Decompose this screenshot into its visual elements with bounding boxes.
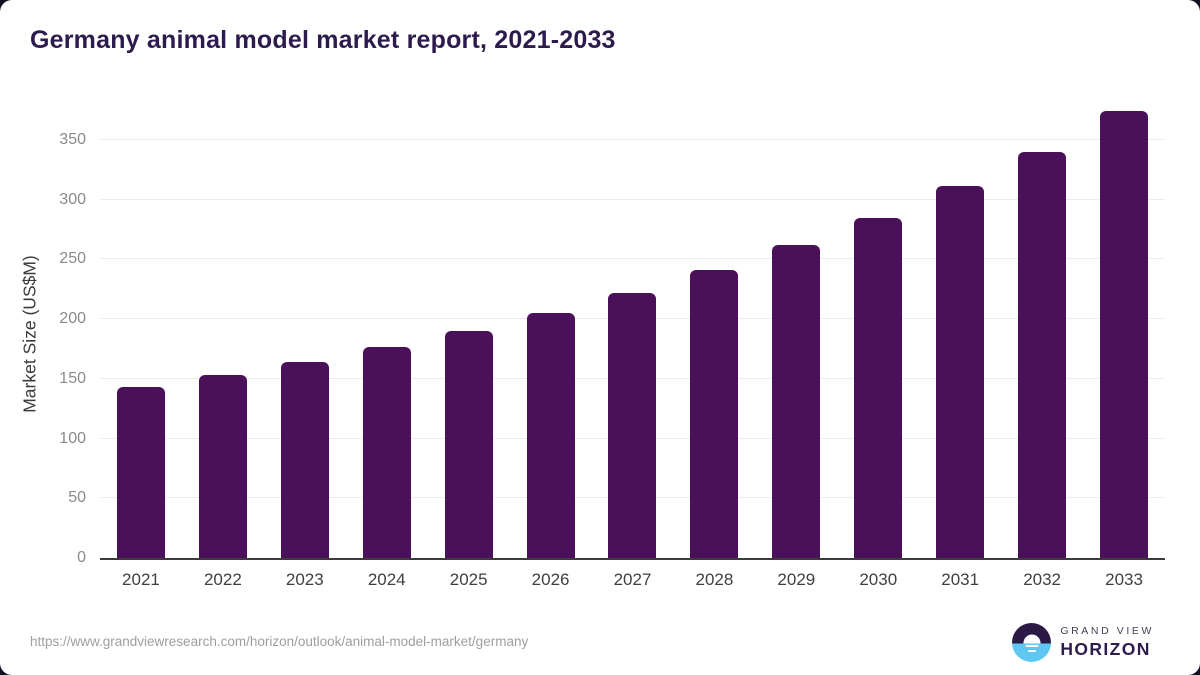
x-tick-label-2024: 2024	[367, 570, 406, 589]
logo-product-name: HORIZON	[1060, 638, 1151, 659]
x-tick-label-2029: 2029	[777, 570, 816, 589]
bar-slot-2026	[510, 110, 592, 558]
y-tick-label-350: 350	[59, 130, 86, 148]
bar-2029[interactable]	[772, 245, 821, 558]
bar-slot-2029	[755, 110, 837, 558]
bar-2033[interactable]	[1100, 111, 1149, 558]
bar-slot-2027	[592, 110, 674, 558]
bar-2030[interactable]	[854, 217, 903, 558]
gridline-250	[100, 258, 1165, 260]
bar-slot-2023	[264, 110, 346, 558]
x-tick-label-2031: 2031	[941, 570, 980, 589]
source-url: https://www.grandviewresearch.com/horizo…	[30, 634, 529, 649]
sun-shape	[1023, 634, 1041, 644]
x-tick-label-2032: 2032	[1023, 570, 1062, 589]
bar-2026[interactable]	[526, 313, 575, 558]
chart-title: Germany animal model market report, 2021…	[30, 26, 616, 54]
x-tick-label-2022: 2022	[203, 570, 242, 589]
y-tick-label-250: 250	[59, 250, 86, 268]
bar-2024[interactable]	[362, 346, 411, 558]
bar-slot-2028	[673, 110, 755, 558]
bar-slot-2033	[1083, 110, 1165, 558]
y-tick-label-0: 0	[77, 549, 86, 566]
bar-2021[interactable]	[116, 387, 165, 558]
x-tick-label-2023: 2023	[285, 570, 324, 589]
bar-slot-2031	[919, 110, 1001, 558]
x-tick-label-2033: 2033	[1105, 570, 1143, 589]
x-tick-label-2028: 2028	[695, 570, 734, 589]
bar-slot-2025	[428, 110, 510, 558]
y-tick-label-100: 100	[59, 429, 86, 447]
y-tick-label-150: 150	[59, 369, 86, 387]
x-tick-label-2027: 2027	[613, 570, 652, 589]
sun-reflection-line	[1027, 649, 1036, 653]
bar-slot-2024	[346, 110, 428, 558]
sun-reflection-line	[1025, 644, 1039, 648]
bar-2028[interactable]	[690, 270, 739, 558]
gridline-300	[100, 198, 1165, 200]
grand-view-horizon-logo: GRAND VIEW HORIZON	[1012, 623, 1154, 662]
bar-2032[interactable]	[1018, 151, 1067, 558]
logo-brand-name: GRAND VIEW	[1060, 625, 1154, 638]
bar-2027[interactable]	[608, 292, 657, 558]
bar-slot-2022	[182, 110, 264, 558]
horizon-sunrise-icon	[1012, 623, 1052, 662]
x-tick-label-2030: 2030	[859, 570, 898, 589]
y-tick-label-300: 300	[59, 190, 86, 208]
bars-layer	[100, 110, 1165, 558]
bar-2025[interactable]	[444, 331, 493, 558]
y-tick-label-50: 50	[68, 489, 86, 507]
gridline-350	[100, 138, 1165, 140]
bar-slot-2032	[1001, 110, 1083, 558]
y-axis-tick-labels: 0 50 100 150 200 250 300 350	[0, 110, 92, 566]
bar-2022[interactable]	[198, 375, 247, 558]
x-tick-label-2025: 2025	[449, 570, 488, 589]
x-tick-label-2021: 2021	[122, 570, 160, 589]
x-axis-tick-labels: 2021 2022 2023 2024 2025 2026 2027 2028 2029 2030…	[100, 570, 1165, 590]
bar-2023[interactable]	[280, 362, 329, 558]
bar-chart-plot-area	[100, 110, 1165, 560]
bar-slot-2021	[100, 110, 182, 558]
x-tick-label-2026: 2026	[531, 570, 570, 589]
bar-slot-2030	[837, 110, 919, 558]
logo-text: GRAND VIEW HORIZON	[1060, 626, 1154, 659]
bar-2031[interactable]	[936, 186, 985, 558]
y-tick-label-200: 200	[59, 310, 86, 328]
